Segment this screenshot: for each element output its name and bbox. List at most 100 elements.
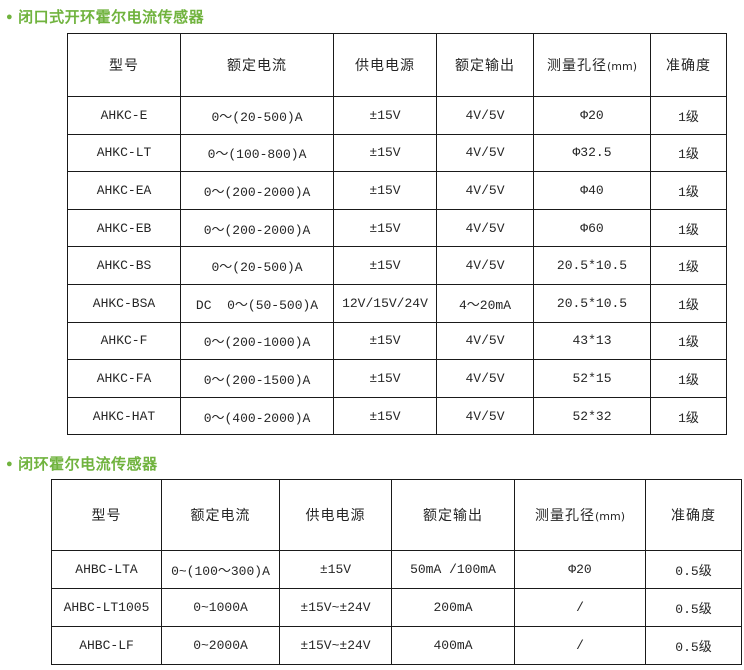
- column-header-power-supply: 供电电源: [333, 33, 437, 97]
- table-row: AHKC-EA 0～(200-2000)A ±15V 4V/5V Φ40 1级: [67, 171, 727, 210]
- cell-rated-current: 0～(200-1000)A: [180, 321, 334, 361]
- cell-power-supply: ±15V: [333, 359, 437, 398]
- column-header-aperture: 测量孔径(mm): [533, 33, 651, 97]
- cell-rated-current: 0~(100～300)A: [161, 550, 280, 589]
- cell-power-supply: ±15V: [333, 321, 437, 361]
- cell-rated-current: 0～(200-2000)A: [180, 208, 334, 248]
- cell-aperture: 20.5*10.5: [533, 283, 651, 323]
- cell-model: AHKC-BSA: [67, 283, 181, 323]
- cell-power-supply: ±15V: [333, 208, 437, 248]
- cell-rated-current: 0～(20-500)A: [180, 246, 334, 285]
- bullet-icon: ●: [6, 458, 14, 470]
- cell-model: AHKC-HAT: [67, 396, 181, 436]
- cell-accuracy: 1级: [650, 96, 727, 135]
- cell-power-supply: ±15V: [279, 550, 392, 589]
- table-row: AHKC-HAT 0～(400-2000)A ±15V 4V/5V 52*32 1级: [67, 396, 727, 436]
- cell-rated-output: 4V/5V: [436, 171, 534, 210]
- cell-rated-current: 0～(200-1500)A: [180, 359, 334, 398]
- column-header-rated-output: 额定输出: [436, 33, 534, 97]
- cell-accuracy: 1级: [650, 359, 727, 398]
- cell-aperture: /: [514, 626, 646, 665]
- cell-model: AHKC-EB: [67, 208, 181, 248]
- cell-model: AHBC-LT1005: [51, 588, 162, 627]
- cell-power-supply: ±15V: [333, 246, 437, 285]
- column-header-power-supply: 供电电源: [279, 479, 392, 551]
- unit-label: (mm): [594, 510, 625, 523]
- cell-model: AHBC-LF: [51, 626, 162, 665]
- bullet-icon: ●: [6, 11, 14, 23]
- section-title-text: 闭环霍尔电流传感器: [18, 456, 158, 473]
- table-row: AHKC-E 0～(20-500)A ±15V 4V/5V Φ20 1级: [67, 96, 727, 135]
- cell-rated-current: 0～(400-2000)A: [180, 396, 334, 436]
- cell-aperture: Φ32.5: [533, 133, 651, 173]
- cell-model: AHKC-E: [67, 96, 181, 135]
- cell-rated-output: 50mA /100mA: [391, 550, 515, 589]
- section-title: ● 闭环霍尔电流传感器: [6, 453, 158, 474]
- cell-power-supply: ±15V: [333, 133, 437, 173]
- cell-rated-output: 4V/5V: [436, 396, 534, 436]
- cell-rated-current: 0～(100-800)A: [180, 133, 334, 173]
- cell-rated-output: 4V/5V: [436, 133, 534, 173]
- table-row: AHKC-BS 0～(20-500)A ±15V 4V/5V 20.5*10.5 1级: [67, 246, 727, 285]
- cell-accuracy: 1级: [650, 283, 727, 323]
- table-row: AHBC-LT1005 0~1000A ±15V~±24V 200mA/0.5级: [51, 588, 742, 627]
- table-row: AHKC-EB 0～(200-2000)A ±15V 4V/5V Φ60 1级: [67, 208, 727, 248]
- cell-rated-current: 0~1000A: [161, 588, 280, 627]
- cell-model: AHKC-LT: [67, 133, 181, 173]
- table-row: AHBC-LTA 0~(100～300)A ±15V 50mA /100mA Φ20 0.…: [51, 550, 742, 589]
- header-row: 型号 额定电流 供电电源 额定输出 测量孔径(mm) 准确度: [51, 479, 742, 551]
- cell-aperture: 52*32: [533, 396, 651, 436]
- cell-power-supply: ±15V: [333, 96, 437, 135]
- cell-model: AHKC-FA: [67, 359, 181, 398]
- column-header-aperture: 测量孔径(mm): [514, 479, 646, 551]
- cell-accuracy: 0.5级: [645, 550, 742, 589]
- cell-rated-output: 4V/5V: [436, 96, 534, 135]
- cell-power-supply: ±15V: [333, 171, 437, 210]
- cell-aperture: Φ20: [514, 550, 646, 589]
- cell-rated-current: DC 0～(50-500)A: [180, 283, 334, 323]
- table-row: AHBC-LF 0~2000A ±15V~±24V 400mA/0.5级: [51, 626, 742, 665]
- column-header-accuracy: 准确度: [650, 33, 727, 97]
- cell-model: AHBC-LTA: [51, 550, 162, 589]
- header-row: 型号 额定电流 供电电源 额定输出 测量孔径(mm) 准确度: [67, 33, 727, 97]
- column-header-rated-output: 额定输出: [391, 479, 515, 551]
- cell-aperture: /: [514, 588, 646, 627]
- cell-model: AHKC-EA: [67, 171, 181, 210]
- column-header-accuracy: 准确度: [645, 479, 742, 551]
- cell-power-supply: ±15V~±24V: [279, 588, 392, 627]
- cell-rated-current: 0～(20-500)A: [180, 96, 334, 135]
- cell-aperture: Φ40: [533, 171, 651, 210]
- cell-model: AHKC-F: [67, 321, 181, 361]
- column-header-model: 型号: [67, 33, 181, 97]
- cell-rated-output: 4V/5V: [436, 359, 534, 398]
- table-row: AHKC-BSA DC 0～(50-500)A 12V/15V/24V 4～20mA 2…: [67, 283, 727, 323]
- cell-accuracy: 1级: [650, 208, 727, 248]
- column-header-rated-current: 额定电流: [161, 479, 280, 551]
- section-title: ● 闭口式开环霍尔电流传感器: [6, 6, 204, 27]
- unit-label: (mm): [606, 60, 637, 73]
- cell-aperture: Φ60: [533, 208, 651, 248]
- cell-model: AHKC-BS: [67, 246, 181, 285]
- cell-accuracy: 1级: [650, 396, 727, 436]
- cell-rated-output: 400mA: [391, 626, 515, 665]
- cell-aperture: Φ20: [533, 96, 651, 135]
- column-header-model: 型号: [51, 479, 162, 551]
- cell-power-supply: ±15V~±24V: [279, 626, 392, 665]
- cell-accuracy: 1级: [650, 133, 727, 173]
- section-title-text: 闭口式开环霍尔电流传感器: [18, 9, 205, 26]
- cell-power-supply: ±15V: [333, 396, 437, 436]
- cell-accuracy: 1级: [650, 321, 727, 361]
- cell-aperture: 43*13: [533, 321, 651, 361]
- cell-rated-output: 200mA: [391, 588, 515, 627]
- cell-accuracy: 1级: [650, 171, 727, 210]
- cell-rated-current: 0～(200-2000)A: [180, 171, 334, 210]
- table-row: AHKC-LT 0～(100-800)A ±15V 4V/5V Φ32.5 1级: [67, 133, 727, 173]
- cell-rated-current: 0~2000A: [161, 626, 280, 665]
- cell-power-supply: 12V/15V/24V: [333, 283, 437, 323]
- cell-accuracy: 1级: [650, 246, 727, 285]
- table-row: AHKC-FA 0～(200-1500)A ±15V 4V/5V 52*15 1级: [67, 359, 727, 398]
- spec-table-closed-loop: 型号 额定电流 供电电源 额定输出 测量孔径(mm) 准确度 AHBC-LTA 0~(100～…: [51, 479, 742, 665]
- cell-aperture: 20.5*10.5: [533, 246, 651, 285]
- cell-accuracy: 0.5级: [645, 626, 742, 665]
- spec-table-open-loop: 型号 额定电流 供电电源 额定输出 测量孔径(mm) 准确度 AHKC-E 0～(20-500…: [67, 33, 727, 436]
